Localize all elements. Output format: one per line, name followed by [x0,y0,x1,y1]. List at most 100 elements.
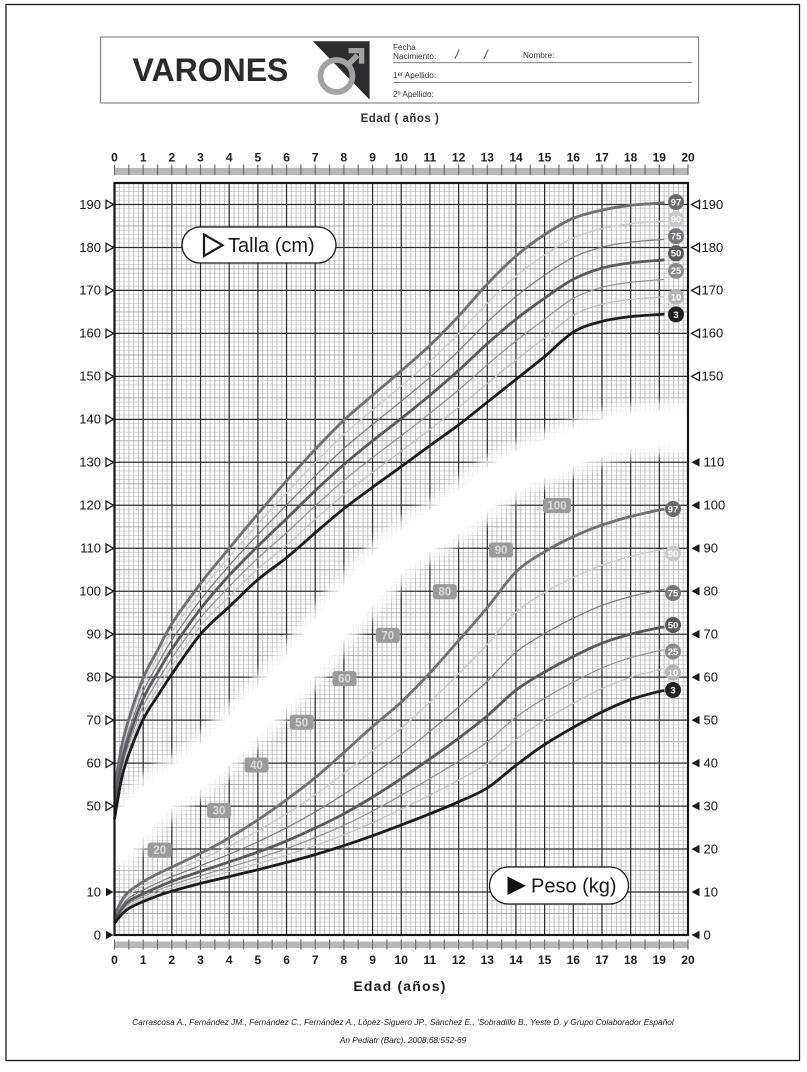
svg-text:3: 3 [673,310,678,321]
svg-text:80: 80 [704,584,718,599]
svg-text:5: 5 [255,953,262,967]
svg-text:50: 50 [704,712,718,727]
svg-text:50: 50 [87,798,101,813]
svg-text:11: 11 [424,953,437,967]
svg-text:2: 2 [168,953,175,967]
svg-text:13: 13 [481,953,495,967]
svg-text:0: 0 [94,927,101,942]
svg-text:80: 80 [87,670,101,685]
svg-text:140: 140 [79,412,101,427]
svg-text:160: 160 [702,326,724,341]
svg-text:8: 8 [341,953,348,967]
svg-text:1: 1 [140,151,147,165]
svg-text:100: 100 [547,501,566,513]
svg-text:Edad ( años ): Edad ( años ) [361,113,440,125]
svg-text:10: 10 [671,292,682,303]
svg-text:0: 0 [704,927,711,942]
svg-text:19: 19 [653,151,667,165]
svg-text:75: 75 [671,232,682,243]
svg-text:180: 180 [702,240,724,255]
svg-text:50: 50 [671,249,682,260]
svg-text:120: 120 [79,498,101,513]
svg-text:0: 0 [111,953,118,967]
svg-text:160: 160 [79,326,101,341]
svg-text:10: 10 [395,151,409,165]
svg-text:90: 90 [495,545,508,557]
svg-text:1: 1 [140,953,147,967]
svg-text:VARONES: VARONES [133,52,289,88]
svg-text:190: 190 [79,197,101,212]
svg-text:9: 9 [369,151,376,165]
svg-text:90: 90 [704,541,718,556]
svg-text:18: 18 [624,953,638,967]
svg-text:10: 10 [87,884,101,899]
svg-text:Talla (cm): Talla (cm) [228,235,315,257]
svg-text:110: 110 [80,541,101,556]
svg-text:12: 12 [452,953,466,967]
svg-text:10: 10 [395,953,409,967]
svg-text:20: 20 [704,841,718,856]
svg-text:11: 11 [424,151,437,165]
svg-text:30: 30 [213,806,226,818]
svg-text:90: 90 [668,549,679,560]
svg-text:40: 40 [250,760,263,772]
svg-text:3: 3 [197,953,204,967]
svg-text:2º Apellido:: 2º Apellido: [393,90,434,99]
svg-text:20: 20 [681,953,695,967]
svg-text:18: 18 [624,151,638,165]
svg-text:4: 4 [226,151,233,165]
svg-text:Nacimiento:: Nacimiento: [393,52,436,61]
svg-text:20: 20 [153,845,166,857]
svg-text:7: 7 [312,151,319,165]
svg-text:Nombre:: Nombre: [523,51,554,60]
svg-text:97: 97 [671,197,682,208]
svg-text:16: 16 [567,953,581,967]
svg-text:6: 6 [283,151,290,165]
svg-text:16: 16 [567,151,581,165]
svg-text:170: 170 [79,283,101,298]
svg-text:19: 19 [653,953,667,967]
svg-text:0: 0 [111,151,118,165]
svg-text:80: 80 [438,587,451,599]
svg-text:Carrascosa A., Fernández JM.,: Carrascosa A., Fernández JM., Fernández … [132,1017,675,1027]
svg-text:50: 50 [295,717,308,729]
svg-text:190: 190 [702,197,724,212]
svg-text:/: / [454,47,460,62]
svg-text:130: 130 [79,455,101,470]
svg-text:14: 14 [509,151,523,165]
svg-text:97: 97 [668,504,679,515]
svg-text:17: 17 [595,151,609,165]
svg-text:25: 25 [671,266,682,277]
svg-text:10: 10 [668,668,679,679]
svg-text:10: 10 [704,884,718,899]
svg-text:8: 8 [341,151,348,165]
svg-text:Peso (kg): Peso (kg) [531,876,617,898]
svg-text:5: 5 [255,151,262,165]
svg-text:70: 70 [381,630,394,642]
svg-text:20: 20 [681,151,695,165]
svg-text:An Pediatr (Barc). 2008;68:55: An Pediatr (Barc). 2008;68:552-69 [339,1035,467,1045]
svg-text:14: 14 [509,953,523,967]
svg-text:/: / [483,47,489,62]
svg-text:150: 150 [702,369,724,384]
svg-text:15: 15 [538,151,552,165]
svg-text:150: 150 [79,369,101,384]
svg-text:100: 100 [79,584,101,599]
svg-text:180: 180 [79,240,101,255]
svg-text:70: 70 [87,712,101,727]
svg-text:12: 12 [452,151,466,165]
svg-text:60: 60 [87,755,101,770]
svg-text:70: 70 [704,627,718,642]
svg-text:75: 75 [668,588,679,599]
svg-text:15: 15 [538,953,552,967]
svg-text:60: 60 [338,674,351,686]
svg-text:100: 100 [704,498,726,513]
svg-text:4: 4 [226,953,233,967]
svg-text:90: 90 [87,627,101,642]
svg-text:Fecha: Fecha [393,43,416,52]
svg-text:3: 3 [197,151,204,165]
svg-text:40: 40 [704,755,718,770]
svg-text:13: 13 [481,151,495,165]
svg-text:90: 90 [671,214,682,225]
svg-text:60: 60 [704,670,718,685]
